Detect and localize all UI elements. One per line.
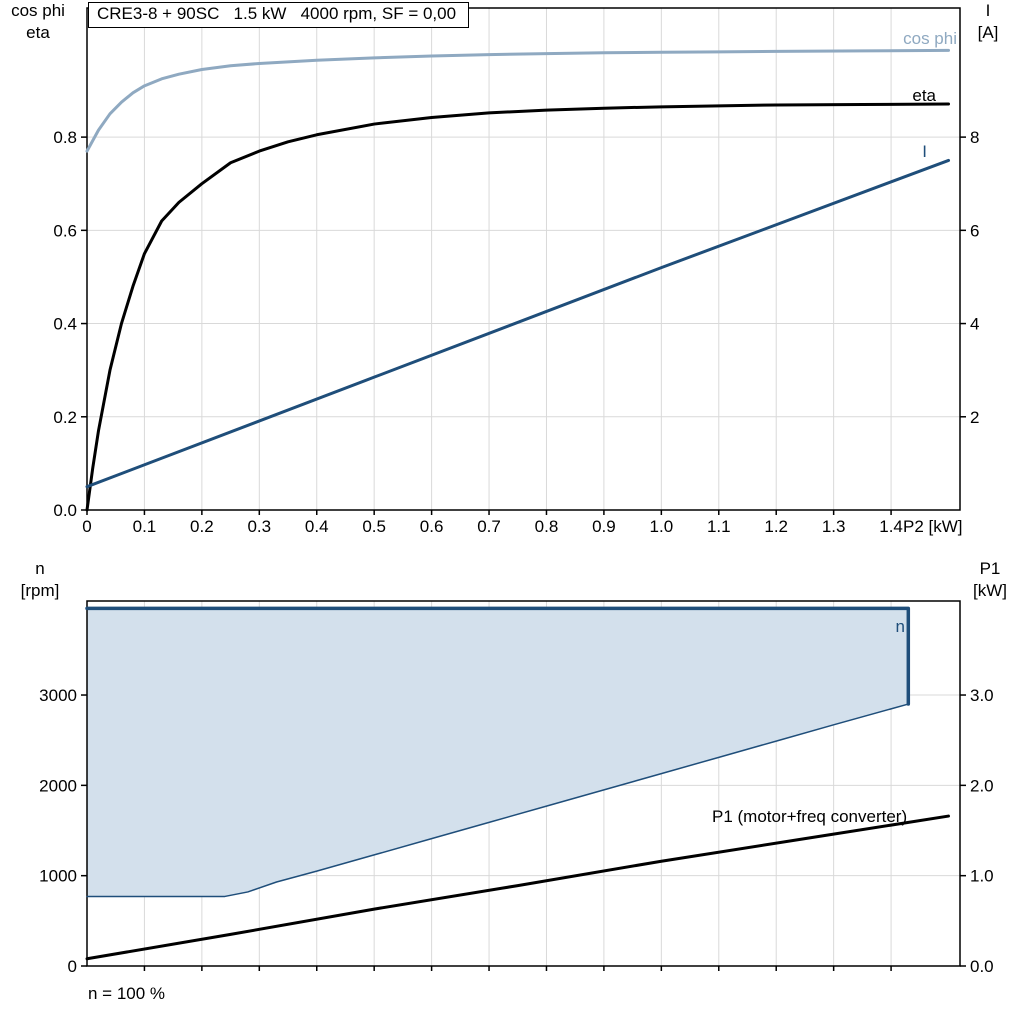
x-tick-label: 0.8	[535, 517, 559, 536]
i-curve-label: I	[922, 142, 927, 161]
top-left-axis-title-cosphi: cos phi	[11, 1, 65, 20]
left-tick-label: 0.2	[53, 408, 77, 427]
left-tick-label: 0.8	[53, 128, 77, 147]
series-eta	[85, 102, 951, 512]
right-tick-label: 6	[970, 221, 979, 240]
top-right-axis-title-unit-a: [A]	[978, 23, 999, 42]
x-tick-label: 1.0	[650, 517, 674, 536]
bottom-left-axis-title-unit-rpm: [rpm]	[21, 581, 60, 600]
top-chart: 0 0.1 0.2 0.3 0.4 0.5 0.6 0.7 0.8 0.9 1.0 1.1 1.2 1.3…	[53, 7, 979, 536]
bottom-left-axis-title-n: n	[35, 559, 44, 578]
x-tick-label: 0	[82, 517, 91, 536]
bottom-right-axis-title-unit-kw: [kW]	[973, 581, 1007, 600]
x-tick-label: 1.4	[879, 517, 903, 536]
right-tick-label: 2.0	[970, 776, 994, 795]
bottom-chart: 0 1000 2000 3000 0.0 1.0 2.0 3.0	[39, 600, 994, 976]
right-tick-label: 8	[970, 128, 979, 147]
series-p1	[85, 814, 951, 961]
x-tick-label: 0.9	[592, 517, 616, 536]
left-tick-label: 0.6	[53, 221, 77, 240]
series-n-min-boundary	[86, 703, 910, 898]
n-curve-label: n	[896, 617, 905, 636]
x-tick-label: 1.3	[822, 517, 846, 536]
series-n-max	[85, 606, 911, 706]
x-tick-label: 0.4	[305, 517, 329, 536]
plot-border	[86, 7, 961, 511]
top-left-axis-title-eta: eta	[26, 23, 50, 42]
x-tick-label: 0.6	[420, 517, 444, 536]
x-tick-label: 0.2	[190, 517, 214, 536]
x-tick-label: 0.7	[477, 517, 501, 536]
left-tick-label: 0.4	[53, 315, 77, 334]
x-axis-title-p2: P2 [kW]	[903, 517, 963, 536]
right-tick-label: 1.0	[970, 867, 994, 886]
x-tick-label: 0.5	[362, 517, 386, 536]
axis-titles-and-curve-labels: cos phi eta I [A] P2 [kW] cos phi eta I …	[11, 1, 1007, 826]
left-tick-label: 2000	[39, 776, 77, 795]
chart-title: CRE3-8 + 90SC 1.5 kW 4000 rpm, SF = 0,00	[88, 2, 470, 28]
x-tick-label: 1.1	[707, 517, 731, 536]
x-tick-label: 1.2	[764, 517, 788, 536]
plot-border	[86, 600, 961, 967]
speed-footnote: n = 100 %	[88, 984, 166, 1003]
series-cos-phi	[85, 48, 951, 153]
bottom-right-axis-title-p1: P1	[980, 559, 1001, 578]
series-current-i	[85, 158, 951, 489]
operating-range-area	[87, 608, 909, 897]
left-tick-label: 0	[68, 957, 77, 976]
right-tick-label: 0.0	[970, 957, 994, 976]
right-tick-label: 4	[970, 315, 979, 334]
x-tick-label: 0.1	[133, 517, 157, 536]
p1-curve-label: P1 (motor+freq converter)	[712, 807, 907, 826]
right-tick-label: 2	[970, 408, 979, 427]
left-tick-label: 0.0	[53, 501, 77, 520]
cosphi-curve-label: cos phi	[903, 29, 957, 48]
top-right-axis-title-i: I	[986, 1, 991, 20]
x-tick-label: 0.3	[247, 517, 271, 536]
left-tick-label: 1000	[39, 867, 77, 886]
right-tick-label: 3.0	[970, 686, 994, 705]
eta-curve-label: eta	[912, 86, 936, 105]
left-tick-label: 3000	[39, 686, 77, 705]
